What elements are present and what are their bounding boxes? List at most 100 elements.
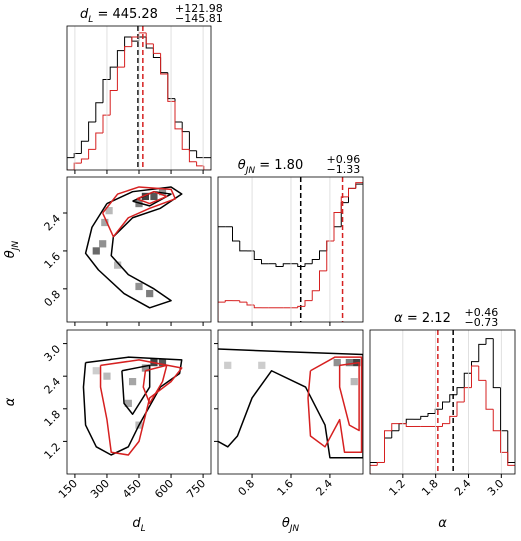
histogram-step — [116, 50, 125, 68]
contour — [101, 186, 177, 238]
histogram-step — [196, 161, 204, 167]
histogram-step — [181, 128, 190, 150]
histogram-step — [442, 423, 450, 427]
title-upper: +0.96 — [327, 153, 361, 166]
y-axis-label: α — [3, 397, 18, 406]
histogram-step — [196, 150, 204, 159]
y-tick-label: 1.2 — [42, 440, 64, 462]
histogram-step — [456, 387, 465, 395]
contour — [142, 364, 168, 405]
histogram-step — [311, 258, 320, 264]
histogram-step — [239, 240, 247, 252]
density-cell — [141, 364, 150, 372]
label-subscript: JN — [288, 524, 300, 534]
panel — [218, 348, 363, 459]
panel-title: α = 2.12 — [394, 311, 451, 326]
histogram-step — [261, 259, 269, 265]
title-lower: −1.33 — [327, 163, 361, 176]
y-tick-label: 2.4 — [42, 375, 64, 397]
density-cell — [124, 399, 132, 407]
label-symbol: θ — [282, 516, 290, 531]
histogram-step — [333, 212, 342, 241]
x-tick-label: 150 — [56, 477, 80, 501]
histogram-step — [109, 89, 118, 116]
x-tick-label: 600 — [152, 477, 176, 501]
title-subscript: L — [88, 15, 93, 25]
panel-title: θJN = 1.80 — [238, 158, 303, 176]
contour — [136, 190, 168, 205]
histogram-step — [492, 338, 501, 389]
label-subscript: L — [141, 524, 146, 534]
histogram-step — [282, 263, 291, 267]
x-tick-label: 2.4 — [452, 477, 474, 499]
label-symbol: θ — [3, 250, 18, 258]
histogram-step — [326, 240, 334, 251]
histogram-step — [348, 187, 356, 197]
histogram-step — [370, 464, 378, 474]
label-symbol: d — [132, 516, 141, 531]
density-cell — [92, 367, 100, 375]
density-cell — [258, 361, 266, 369]
histogram-step — [507, 430, 515, 463]
density-cell — [158, 188, 167, 196]
histogram-step — [355, 183, 363, 189]
x-axis-label: α — [438, 516, 447, 531]
histogram-step — [463, 372, 472, 388]
histogram-step — [348, 187, 356, 203]
histogram-step — [456, 401, 465, 417]
histogram-step — [124, 36, 132, 51]
panel-frame — [217, 329, 364, 475]
x-tick-label: 1.6 — [275, 477, 297, 499]
histogram-step — [102, 114, 111, 133]
histogram-step — [304, 263, 313, 267]
histogram-step — [131, 36, 139, 47]
x-tick-label: 1.8 — [419, 477, 441, 499]
histogram-step — [420, 415, 428, 420]
histogram-step — [73, 162, 82, 170]
histogram-step — [434, 408, 443, 414]
panel-frame — [66, 329, 212, 475]
histogram-step — [326, 240, 334, 271]
histogram-step — [340, 202, 349, 227]
histogram-step — [376, 461, 385, 466]
contour — [82, 356, 183, 456]
histogram-step — [188, 149, 197, 163]
title-symbol: α — [394, 311, 403, 326]
histogram-step — [80, 158, 89, 164]
histogram-step — [224, 300, 233, 303]
density-cell — [150, 192, 158, 201]
histogram-step — [333, 226, 342, 241]
x-tick-label: 750 — [184, 477, 208, 501]
panel-title: dL = 445.28 — [80, 7, 158, 25]
y-tick-label: 1.8 — [42, 408, 64, 430]
histogram-step — [253, 250, 262, 260]
histogram-step — [152, 43, 161, 54]
histogram-step — [188, 131, 197, 152]
histogram-step — [384, 430, 392, 463]
panel — [218, 177, 363, 322]
histogram-step — [391, 423, 399, 431]
density-cell — [141, 192, 150, 201]
histogram-step — [297, 305, 305, 308]
panel — [67, 26, 211, 170]
label-subscript: JN — [11, 241, 21, 253]
histogram-step — [145, 32, 154, 45]
density-cell — [333, 359, 341, 367]
histogram-step — [145, 36, 154, 49]
histogram-step — [239, 300, 247, 303]
histogram-step — [370, 461, 378, 474]
histogram-step — [80, 140, 89, 154]
title-symbol: d — [80, 7, 89, 22]
histogram-step — [88, 148, 96, 160]
y-tick-label: 3.0 — [42, 343, 64, 365]
histogram-step — [304, 300, 313, 307]
title-symbol: θ — [238, 158, 246, 173]
histogram-step — [405, 423, 414, 427]
histogram-step — [124, 46, 132, 68]
density-cell — [99, 240, 107, 248]
histogram-step — [391, 430, 399, 438]
title-value: = 2.12 — [403, 311, 451, 326]
histogram-step — [478, 343, 486, 362]
contour — [218, 348, 363, 459]
